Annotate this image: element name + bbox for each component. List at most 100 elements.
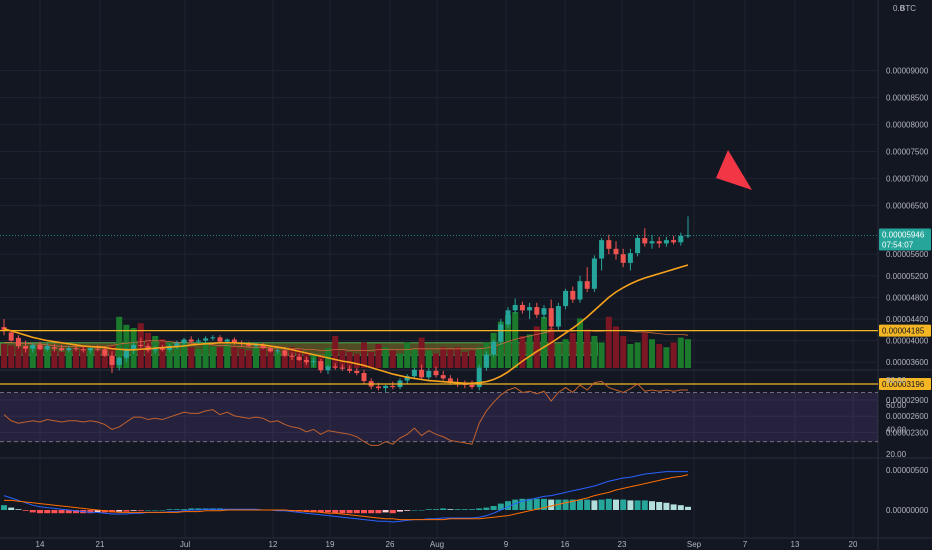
candle-body[interactable] bbox=[51, 347, 57, 349]
candle-body[interactable] bbox=[390, 385, 396, 388]
candle-body[interactable] bbox=[555, 306, 561, 327]
candle-body[interactable] bbox=[311, 361, 317, 363]
candle-body[interactable] bbox=[339, 367, 345, 369]
candle-body[interactable] bbox=[181, 339, 187, 344]
macd-pane[interactable] bbox=[1, 471, 691, 523]
macd-histogram-bar bbox=[58, 510, 65, 514]
volume-bar bbox=[181, 340, 187, 368]
candle-body[interactable] bbox=[505, 310, 511, 325]
candle-body[interactable] bbox=[620, 254, 626, 263]
candle-body[interactable] bbox=[282, 350, 288, 356]
candle-body[interactable] bbox=[303, 360, 309, 363]
candle-body[interactable] bbox=[260, 344, 266, 349]
candle-body[interactable] bbox=[613, 248, 619, 255]
candle-body[interactable] bbox=[8, 332, 14, 341]
candle-body[interactable] bbox=[426, 370, 432, 378]
candle-body[interactable] bbox=[174, 343, 180, 346]
candle-body[interactable] bbox=[440, 375, 446, 379]
candle-body[interactable] bbox=[527, 307, 533, 311]
candle-body[interactable] bbox=[15, 337, 21, 346]
volume-bar bbox=[454, 347, 461, 368]
candle-body[interactable] bbox=[627, 253, 633, 263]
candle-body[interactable] bbox=[59, 348, 65, 351]
candle-body[interactable] bbox=[210, 337, 216, 339]
candle-body[interactable] bbox=[671, 240, 677, 243]
candle-body[interactable] bbox=[447, 378, 453, 383]
candle-body[interactable] bbox=[419, 369, 425, 378]
candle-body[interactable] bbox=[599, 240, 605, 259]
candle-body[interactable] bbox=[296, 356, 302, 361]
candle-body[interactable] bbox=[253, 344, 259, 346]
price-tick-label: 0.00009000 bbox=[886, 67, 929, 76]
candle-body[interactable] bbox=[102, 349, 108, 356]
candle-body[interactable] bbox=[66, 348, 72, 351]
candle-body[interactable] bbox=[188, 339, 194, 342]
candle-body[interactable] bbox=[354, 370, 360, 373]
candle-body[interactable] bbox=[80, 349, 86, 351]
candle-body[interactable] bbox=[138, 344, 144, 346]
candle-body[interactable] bbox=[649, 241, 655, 244]
candle-body[interactable] bbox=[548, 308, 554, 327]
candle-body[interactable] bbox=[656, 241, 662, 244]
candle-body[interactable] bbox=[203, 338, 209, 341]
candle-body[interactable] bbox=[116, 357, 122, 365]
candle-body[interactable] bbox=[152, 348, 158, 351]
candle-body[interactable] bbox=[267, 348, 273, 352]
rsi-pane[interactable] bbox=[0, 380, 878, 446]
candle-body[interactable] bbox=[87, 348, 93, 351]
candle-body[interactable] bbox=[433, 370, 439, 376]
down-arrow-annotation[interactable] bbox=[716, 150, 752, 190]
candle-body[interactable] bbox=[95, 348, 101, 350]
candle-body[interactable] bbox=[469, 384, 475, 388]
volume-bar bbox=[238, 348, 245, 368]
candle-body[interactable] bbox=[512, 304, 518, 311]
candle-body[interactable] bbox=[131, 344, 137, 351]
candle-body[interactable] bbox=[23, 346, 29, 349]
candle-body[interactable] bbox=[411, 369, 417, 377]
candle-body[interactable] bbox=[37, 344, 43, 350]
candle-body[interactable] bbox=[498, 324, 504, 342]
candle-body[interactable] bbox=[231, 339, 237, 343]
candle-body[interactable] bbox=[476, 367, 482, 388]
candle-body[interactable] bbox=[383, 385, 389, 389]
candle-body[interactable] bbox=[217, 337, 223, 342]
candle-body[interactable] bbox=[30, 344, 36, 349]
candle-body[interactable] bbox=[663, 240, 669, 244]
candle-body[interactable] bbox=[73, 348, 79, 350]
candle-body[interactable] bbox=[591, 258, 597, 289]
candle-body[interactable] bbox=[246, 343, 252, 346]
candle-body[interactable] bbox=[678, 235, 684, 243]
candle-body[interactable] bbox=[563, 290, 569, 307]
candle-body[interactable] bbox=[159, 348, 165, 350]
candle-body[interactable] bbox=[519, 304, 525, 311]
candle-body[interactable] bbox=[606, 240, 612, 249]
candle-body[interactable] bbox=[361, 373, 367, 382]
candle-body[interactable] bbox=[195, 340, 201, 342]
candle-body[interactable] bbox=[483, 354, 489, 368]
candle-body[interactable] bbox=[541, 308, 547, 315]
macd-histogram-bar bbox=[152, 510, 159, 511]
candle-body[interactable] bbox=[318, 361, 324, 371]
candle-body[interactable] bbox=[570, 290, 576, 300]
candle-body[interactable] bbox=[44, 346, 50, 350]
candle-body[interactable] bbox=[275, 350, 281, 352]
candle-body[interactable] bbox=[109, 355, 115, 365]
candle-body[interactable] bbox=[534, 307, 540, 315]
candle-body[interactable] bbox=[289, 355, 295, 357]
candle-body[interactable] bbox=[347, 368, 353, 371]
candle-body[interactable] bbox=[577, 281, 583, 300]
candle-body[interactable] bbox=[224, 339, 230, 342]
candle-body[interactable] bbox=[325, 366, 331, 371]
candle-body[interactable] bbox=[1, 327, 7, 330]
candle-body[interactable] bbox=[642, 238, 648, 244]
candle-body[interactable] bbox=[167, 346, 173, 350]
candle-body[interactable] bbox=[123, 350, 129, 358]
candle-body[interactable] bbox=[635, 238, 641, 254]
candle-body[interactable] bbox=[584, 281, 590, 289]
candle-body[interactable] bbox=[404, 376, 410, 381]
candle-body[interactable] bbox=[375, 386, 381, 389]
candle-body[interactable] bbox=[491, 341, 497, 355]
candle-body[interactable] bbox=[332, 366, 338, 368]
